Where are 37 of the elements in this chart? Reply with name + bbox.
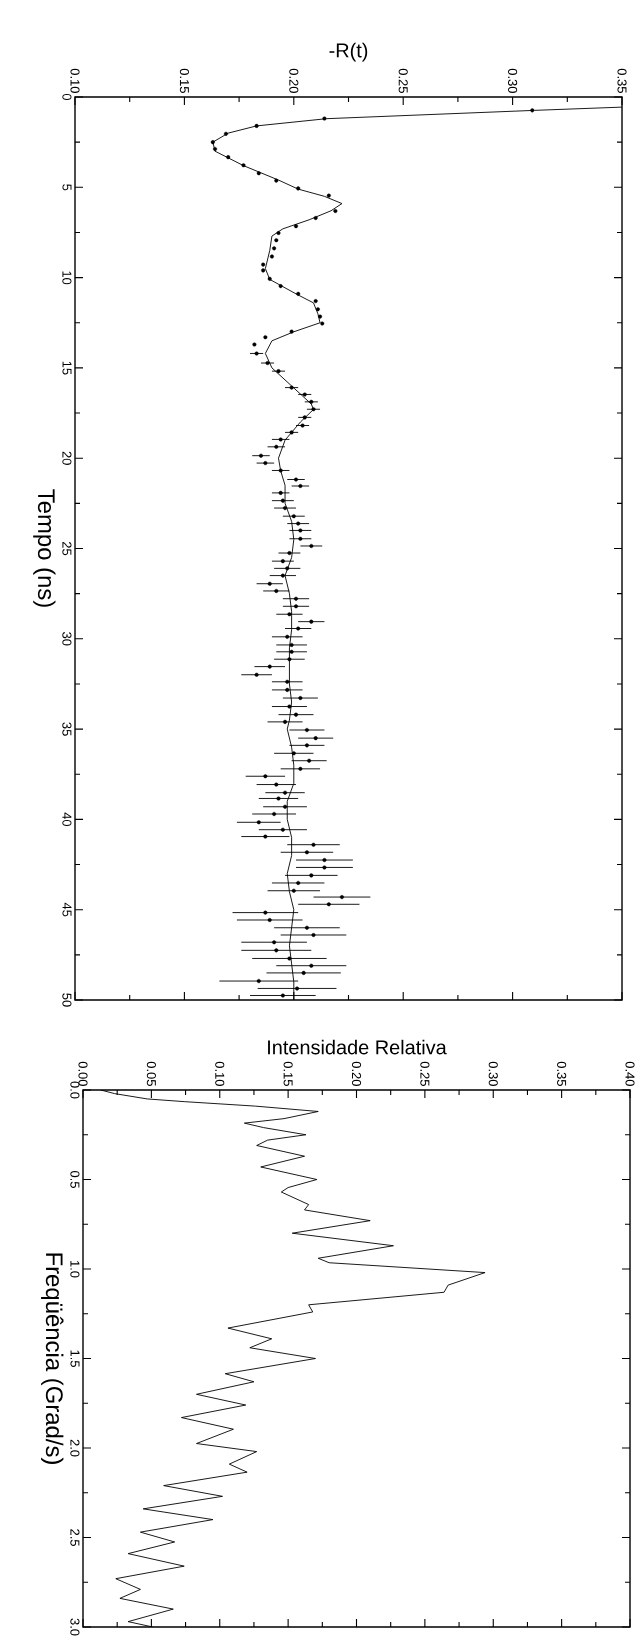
y-tick-label: 10 [62, 271, 72, 285]
y-tick-label: 0 [62, 93, 72, 101]
y-tick-label: 0.0 [70, 1081, 80, 1099]
y-axis-title: Tempo (ns) [33, 489, 56, 607]
y-tick-label: 1.5 [70, 1350, 80, 1367]
x-tick-label: 0.25 [398, 68, 408, 93]
x-tick-label: 0.35 [617, 68, 627, 93]
x-tick-label: 0.30 [508, 68, 518, 93]
y-tick-label: 2.0 [70, 1439, 80, 1457]
y-tick-label: 40 [62, 812, 72, 827]
x-tick-label: 0.20 [289, 68, 299, 93]
x-tick-label: 0.10 [215, 1061, 225, 1086]
x-tick-label: 0.35 [557, 1061, 567, 1086]
x-tick-label: 0.40 [625, 1061, 635, 1086]
x-tick-label: 0.20 [351, 1061, 362, 1086]
x-tick-label: 0.15 [283, 1061, 293, 1086]
y-tick-label: 0.5 [70, 1171, 80, 1188]
y-tick-label: 35 [62, 722, 72, 736]
y-tick-label: 50 [62, 993, 72, 1007]
x-tick-label: 0.05 [146, 1061, 156, 1086]
x-tick-label: 0.25 [420, 1061, 430, 1086]
x-axis-title: Intensidade Relativa [268, 1039, 447, 1055]
y-tick-label: 30 [62, 632, 72, 646]
x-tick-label: 0.10 [70, 68, 80, 93]
x-tick-label: 0.00 [78, 1061, 88, 1086]
y-tick-label: 1.0 [70, 1260, 80, 1278]
y-tick-label: 15 [62, 361, 72, 375]
y-tick-label: 45 [62, 902, 72, 917]
y-tick-label: 2.5 [70, 1529, 80, 1546]
x-tick-label: 0.15 [179, 68, 189, 93]
x-tick-label: 0.30 [488, 1061, 498, 1086]
y-tick-label: 5 [62, 184, 72, 191]
y-axis-title: Freqüência (Grad/s) [41, 1253, 64, 1464]
x-axis-title: -R(t) [329, 42, 368, 62]
y-tick-label: 25 [62, 541, 72, 556]
y-tick-label: 3.0 [70, 1618, 80, 1636]
y-tick-label: 20 [62, 451, 72, 465]
